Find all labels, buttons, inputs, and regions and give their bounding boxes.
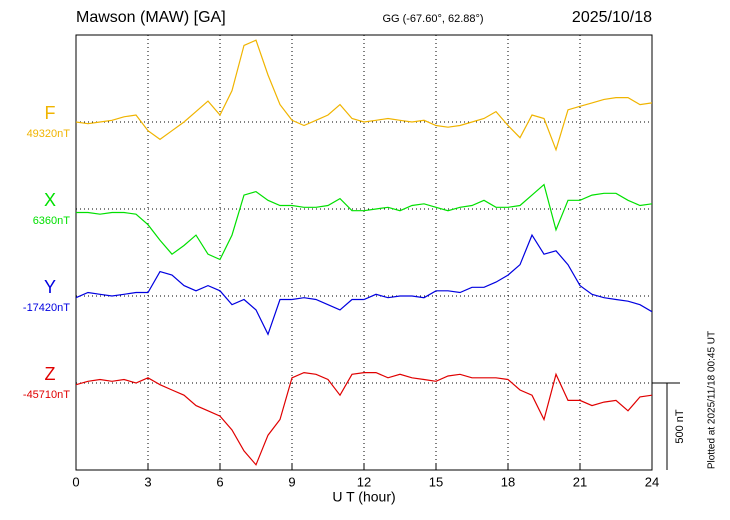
series-name: F [45,103,56,123]
series-line [76,183,652,261]
series-name: Z [45,364,56,384]
series-line [76,39,652,152]
baseline-label: 6360nT [33,215,71,227]
scale-bar-label: 500 nT [674,409,686,444]
plot-frame [75,34,653,471]
x-tick-label: 9 [288,474,295,489]
x-tick-label: 3 [144,474,151,489]
x-tick-label: 6 [216,474,223,489]
series-name: Y [44,277,56,297]
series-line [76,371,652,466]
x-axis-title: U T (hour) [332,489,395,505]
subtitle: GG (-67.60°, 62.88°) [382,13,483,25]
baseline-label: -45710nT [23,389,70,401]
x-tick-label: 24 [645,474,659,489]
x-tick-label: 0 [72,474,79,489]
series-line [76,233,652,336]
chart-title: Mawson (MAW) [GA] [76,9,226,26]
x-tick-label: 18 [501,474,515,489]
x-tick-label: 21 [573,474,587,489]
baseline-label: 49320nT [27,128,71,140]
date: 2025/10/18 [572,9,652,26]
footnote: Plotted at 2025/11/18 00:45 UT [707,331,718,469]
x-tick-label: 12 [357,474,371,489]
baseline-label: -17420nT [23,302,70,314]
series-name: X [44,190,56,210]
x-tick-label: 15 [429,474,443,489]
